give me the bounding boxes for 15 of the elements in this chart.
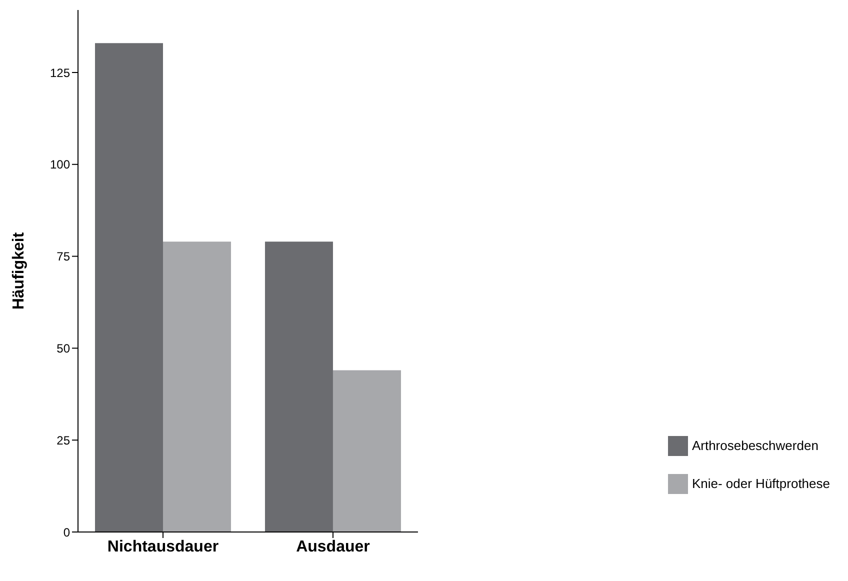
x-tick-label: Ausdauer bbox=[296, 538, 370, 556]
legend-label: Arthrosebeschwerden bbox=[692, 438, 818, 453]
y-axis-title: Häufigkeit bbox=[10, 232, 28, 310]
legend-label: Knie- oder Hüftprothese bbox=[692, 476, 830, 491]
y-tick-label: 125 bbox=[50, 66, 70, 80]
bar bbox=[95, 43, 163, 532]
bar bbox=[332, 370, 401, 532]
y-tick-label: 50 bbox=[56, 341, 70, 356]
y-tick-label: 75 bbox=[56, 250, 70, 264]
y-tick-label: 0 bbox=[63, 525, 70, 540]
bar bbox=[163, 242, 231, 532]
y-tick-label: 100 bbox=[50, 158, 70, 172]
bar bbox=[264, 242, 333, 532]
y-tick-label: 25 bbox=[56, 433, 70, 448]
x-tick-label: Nichtausdauer bbox=[107, 538, 219, 556]
